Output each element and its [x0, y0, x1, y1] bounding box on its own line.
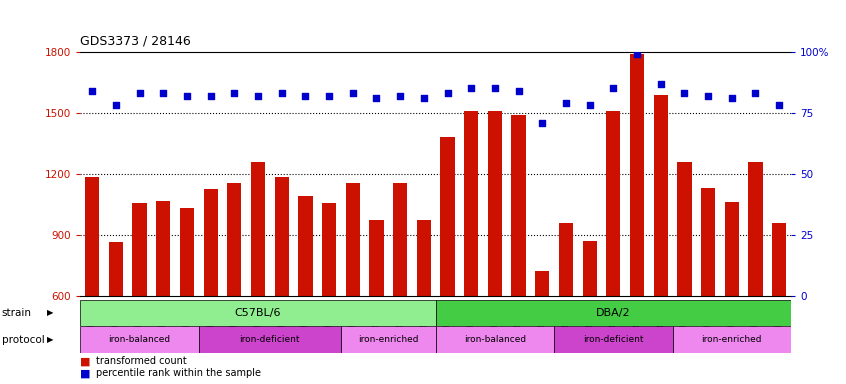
- Point: [559, 100, 573, 106]
- Bar: [654, 94, 667, 384]
- Bar: [583, 241, 596, 384]
- Point: [701, 93, 715, 99]
- Point: [322, 93, 336, 99]
- Bar: [436, 326, 554, 353]
- Point: [393, 93, 407, 99]
- Bar: [678, 162, 691, 384]
- Bar: [299, 196, 312, 384]
- Bar: [772, 223, 786, 384]
- Point: [536, 119, 549, 126]
- Bar: [346, 183, 360, 384]
- Point: [512, 88, 525, 94]
- Text: percentile rank within the sample: percentile rank within the sample: [96, 368, 261, 379]
- Text: strain: strain: [2, 308, 31, 318]
- Bar: [725, 202, 739, 384]
- Bar: [559, 223, 573, 384]
- Text: iron-balanced: iron-balanced: [108, 335, 171, 344]
- Text: ■: ■: [80, 356, 91, 366]
- Bar: [180, 208, 194, 384]
- Bar: [275, 177, 288, 384]
- Bar: [512, 115, 525, 384]
- Text: GDS3373 / 28146: GDS3373 / 28146: [80, 35, 191, 48]
- Bar: [228, 183, 241, 384]
- Bar: [370, 220, 383, 384]
- Bar: [441, 137, 454, 384]
- Text: iron-deficient: iron-deficient: [583, 335, 644, 344]
- Point: [85, 88, 99, 94]
- Bar: [673, 326, 791, 353]
- Text: DBA/2: DBA/2: [596, 308, 630, 318]
- Bar: [536, 271, 549, 384]
- Bar: [749, 162, 762, 384]
- Text: iron-enriched: iron-enriched: [701, 335, 762, 344]
- Text: iron-enriched: iron-enriched: [358, 335, 419, 344]
- Bar: [464, 111, 478, 384]
- Bar: [199, 326, 341, 353]
- Point: [725, 95, 739, 101]
- Point: [654, 81, 667, 87]
- Bar: [341, 326, 436, 353]
- Point: [749, 90, 762, 96]
- Point: [678, 90, 691, 96]
- Bar: [488, 111, 502, 384]
- Point: [133, 90, 146, 96]
- Point: [607, 85, 620, 91]
- Bar: [204, 189, 217, 384]
- Point: [180, 93, 194, 99]
- Text: transformed count: transformed count: [96, 356, 186, 366]
- Text: iron-deficient: iron-deficient: [239, 335, 300, 344]
- Bar: [554, 326, 673, 353]
- Point: [299, 93, 312, 99]
- Bar: [607, 111, 620, 384]
- Bar: [393, 183, 407, 384]
- Text: C57BL/6: C57BL/6: [235, 308, 281, 318]
- Bar: [701, 188, 715, 384]
- Bar: [80, 300, 436, 326]
- Point: [583, 103, 596, 109]
- Point: [109, 103, 123, 109]
- Point: [228, 90, 241, 96]
- Point: [157, 90, 170, 96]
- Bar: [630, 54, 644, 384]
- Bar: [322, 203, 336, 384]
- Bar: [417, 220, 431, 384]
- Point: [346, 90, 360, 96]
- Point: [275, 90, 288, 96]
- Text: ▶: ▶: [47, 335, 53, 344]
- Text: ▶: ▶: [47, 308, 53, 318]
- Point: [204, 93, 217, 99]
- Bar: [133, 203, 146, 384]
- Text: ■: ■: [80, 368, 91, 379]
- Bar: [251, 162, 265, 384]
- Bar: [109, 242, 123, 384]
- Point: [251, 93, 265, 99]
- Bar: [157, 201, 170, 384]
- Point: [772, 103, 786, 109]
- Point: [464, 85, 478, 91]
- Bar: [85, 177, 99, 384]
- Bar: [80, 326, 199, 353]
- Point: [488, 85, 502, 91]
- Point: [630, 51, 644, 57]
- Bar: [436, 300, 791, 326]
- Point: [370, 95, 383, 101]
- Point: [441, 90, 454, 96]
- Text: iron-balanced: iron-balanced: [464, 335, 526, 344]
- Text: protocol: protocol: [2, 335, 45, 345]
- Point: [417, 95, 431, 101]
